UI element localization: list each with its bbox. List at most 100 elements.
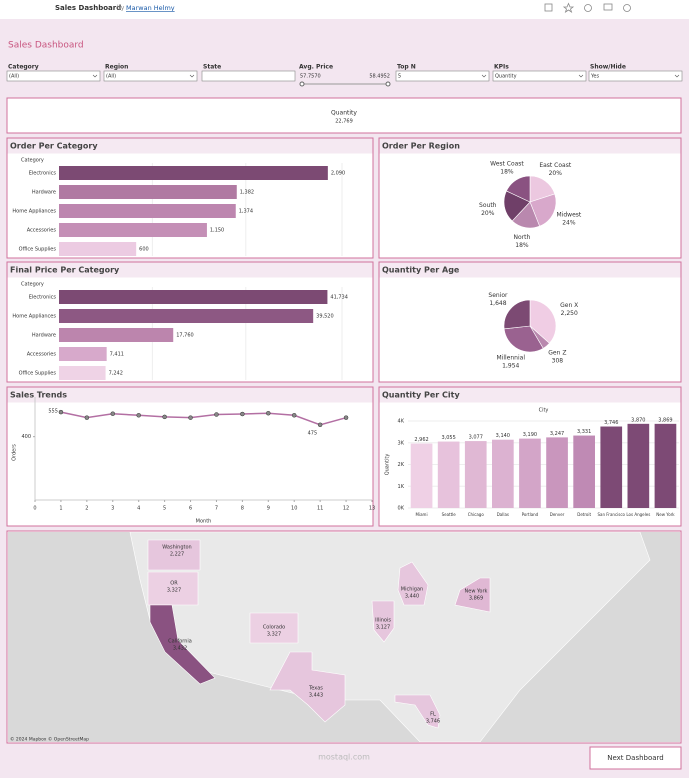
category-label: Los Angeles — [626, 512, 650, 517]
category-label: Accessories — [27, 352, 57, 358]
category-label: Seattle — [442, 512, 457, 517]
state-value: 3,127 — [376, 625, 390, 631]
chart-title: Final Price Per Category — [10, 266, 120, 275]
trend-point — [58, 409, 64, 415]
filter-value: Quantity — [495, 74, 517, 80]
share-icon[interactable] — [584, 4, 592, 12]
filter-dropdown[interactable] — [103, 70, 198, 82]
bar-value: 3,331 — [577, 429, 591, 435]
state-value: 3,327 — [167, 588, 181, 594]
slice-label: Gen Z — [548, 349, 566, 356]
bar-value: 3,870 — [631, 417, 645, 423]
kpi-label: Quantity — [331, 110, 357, 117]
state-value: 3,869 — [469, 596, 483, 602]
state-name: OR — [170, 581, 178, 587]
filter-dropdown[interactable] — [588, 70, 683, 82]
point-label: 555 — [48, 409, 58, 415]
trend-point — [188, 415, 193, 420]
trend-point — [266, 410, 271, 416]
bar — [59, 166, 328, 180]
download-icon[interactable] — [603, 3, 613, 11]
bar — [59, 242, 137, 256]
slice-label: West Coast — [490, 161, 524, 168]
category-label: Hardware — [32, 190, 56, 196]
top-bar — [0, 0, 689, 18]
next-dashboard-button[interactable] — [589, 746, 682, 770]
category-label: Miami — [416, 512, 428, 517]
axis-header: Category — [21, 282, 44, 288]
category-label: Home Appliances — [12, 314, 56, 320]
state-name: Michigan — [401, 587, 423, 593]
bar — [654, 423, 677, 508]
slider-handle[interactable] — [299, 81, 305, 87]
slice-value: 308 — [552, 357, 564, 364]
bar — [59, 309, 314, 323]
y-tick-label: 0K — [398, 506, 405, 512]
y-tick-label: 4K — [398, 419, 405, 425]
filter-dropdown[interactable] — [6, 70, 101, 82]
chart-title: Sales Trends — [10, 391, 67, 400]
trend-point — [291, 413, 297, 418]
y-tick-label: 400 — [21, 434, 31, 440]
slice-label: Gen X — [560, 302, 578, 309]
dropdown-arrow — [481, 74, 487, 78]
category-label: Hardware — [32, 333, 56, 339]
filter-value: Yes — [590, 74, 599, 80]
category-label: Electronics — [29, 171, 57, 177]
state-shape — [149, 604, 216, 685]
x-tick-label: 10 — [291, 506, 297, 512]
dropdown-arrow — [189, 74, 195, 78]
slider-handle[interactable] — [385, 81, 391, 87]
x-tick-label: 13 — [369, 506, 375, 512]
state-value: 3,443 — [309, 693, 323, 699]
pie-slice — [506, 175, 531, 203]
y-axis-label: Orders — [12, 444, 18, 461]
slice-value: 1,648 — [489, 300, 506, 307]
favorite-icon[interactable] — [562, 2, 575, 13]
panel-header — [379, 262, 681, 278]
filter-label: Category — [8, 64, 39, 71]
x-tick-label: 5 — [163, 506, 166, 512]
bar-value: 600 — [139, 247, 149, 253]
slice-value: 24% — [562, 220, 576, 227]
bar-value: 3,055 — [441, 435, 455, 441]
filter-value: (All) — [9, 74, 19, 80]
x-tick-label: 12 — [343, 506, 349, 512]
y-axis-label: Quantity — [385, 454, 391, 476]
state-value: 3,440 — [405, 594, 419, 600]
bar — [437, 441, 460, 508]
x-axis-label: Month — [196, 519, 212, 525]
x-tick-label: 6 — [189, 506, 192, 512]
filter-dropdown[interactable] — [492, 70, 587, 82]
trend-point — [240, 411, 245, 417]
settings-icon[interactable] — [623, 4, 631, 12]
slice-value: 18% — [515, 242, 529, 249]
author-link[interactable]: Marwan Helmy — [126, 4, 175, 12]
panel-header — [7, 387, 373, 403]
category-label: Denver — [550, 512, 565, 517]
workbook-title: Sales Dashboard — [55, 4, 121, 12]
panel-header — [379, 387, 681, 403]
filter-dropdown[interactable] — [201, 70, 296, 82]
filter-label: Show/Hide — [590, 64, 626, 71]
filter-dropdown[interactable] — [395, 70, 490, 82]
pie-slice — [503, 325, 544, 353]
category-label: Dallas — [497, 512, 509, 517]
bar-value: 41,734 — [330, 295, 348, 301]
bar-value: 3,746 — [604, 420, 618, 426]
bar — [59, 290, 328, 304]
state-value: 3,746 — [426, 719, 440, 725]
bar — [59, 366, 106, 380]
slice-label: Millennial — [497, 354, 526, 361]
button-label[interactable]: Next Dashboard — [607, 754, 664, 762]
dropdown-arrow — [674, 74, 680, 78]
x-tick-label: 8 — [241, 506, 244, 512]
bar-value: 17,760 — [176, 333, 194, 339]
trend-point — [343, 415, 349, 420]
x-tick-label: 3 — [111, 506, 114, 512]
edit-icon[interactable] — [544, 3, 553, 12]
slice-label: North — [514, 234, 531, 241]
category-label: New York — [656, 512, 675, 517]
x-tick-label: 11 — [317, 506, 323, 512]
